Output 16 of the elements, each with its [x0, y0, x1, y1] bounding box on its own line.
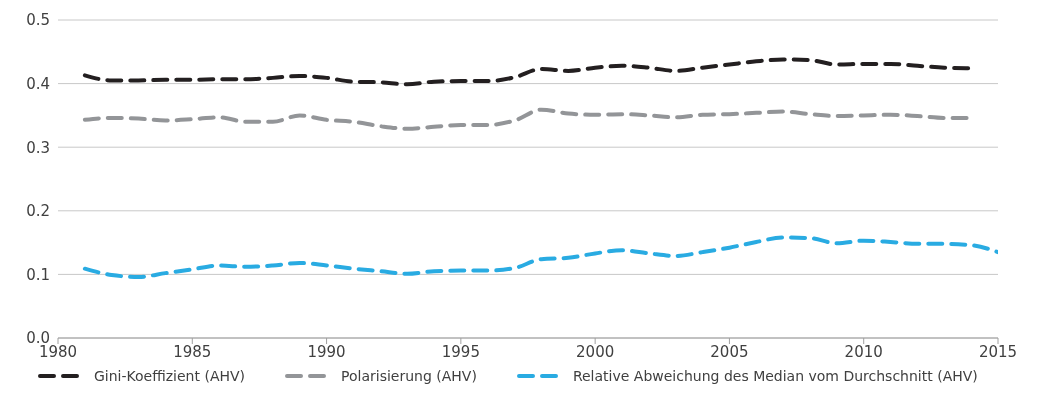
legend-label: Relative Abweichung des Median vom Durchschnitt (AHV): [572, 368, 978, 384]
x-tick-label: 2015: [978, 342, 1018, 361]
x-tick-label: 2010: [844, 342, 883, 361]
legend-label: Polarisierung (AHV): [341, 368, 477, 384]
y-tick-label: 0.2: [26, 202, 50, 221]
x-tick-label: 2005: [710, 342, 749, 361]
y-tick-label: 0.4: [26, 74, 50, 93]
x-tick-label: 1995: [441, 342, 480, 361]
x-tick-label: 1985: [173, 342, 212, 361]
x-tick-label: 1990: [307, 342, 346, 361]
y-tick-label: 0.1: [26, 265, 50, 284]
y-tick-label: 0.3: [26, 138, 50, 157]
legend-label: Gini-Koeffizient (AHV): [94, 368, 246, 384]
y-tick-label: 0.5: [26, 11, 50, 30]
x-tick-label: 2000: [576, 342, 615, 361]
line-series: [82, 235, 998, 279]
